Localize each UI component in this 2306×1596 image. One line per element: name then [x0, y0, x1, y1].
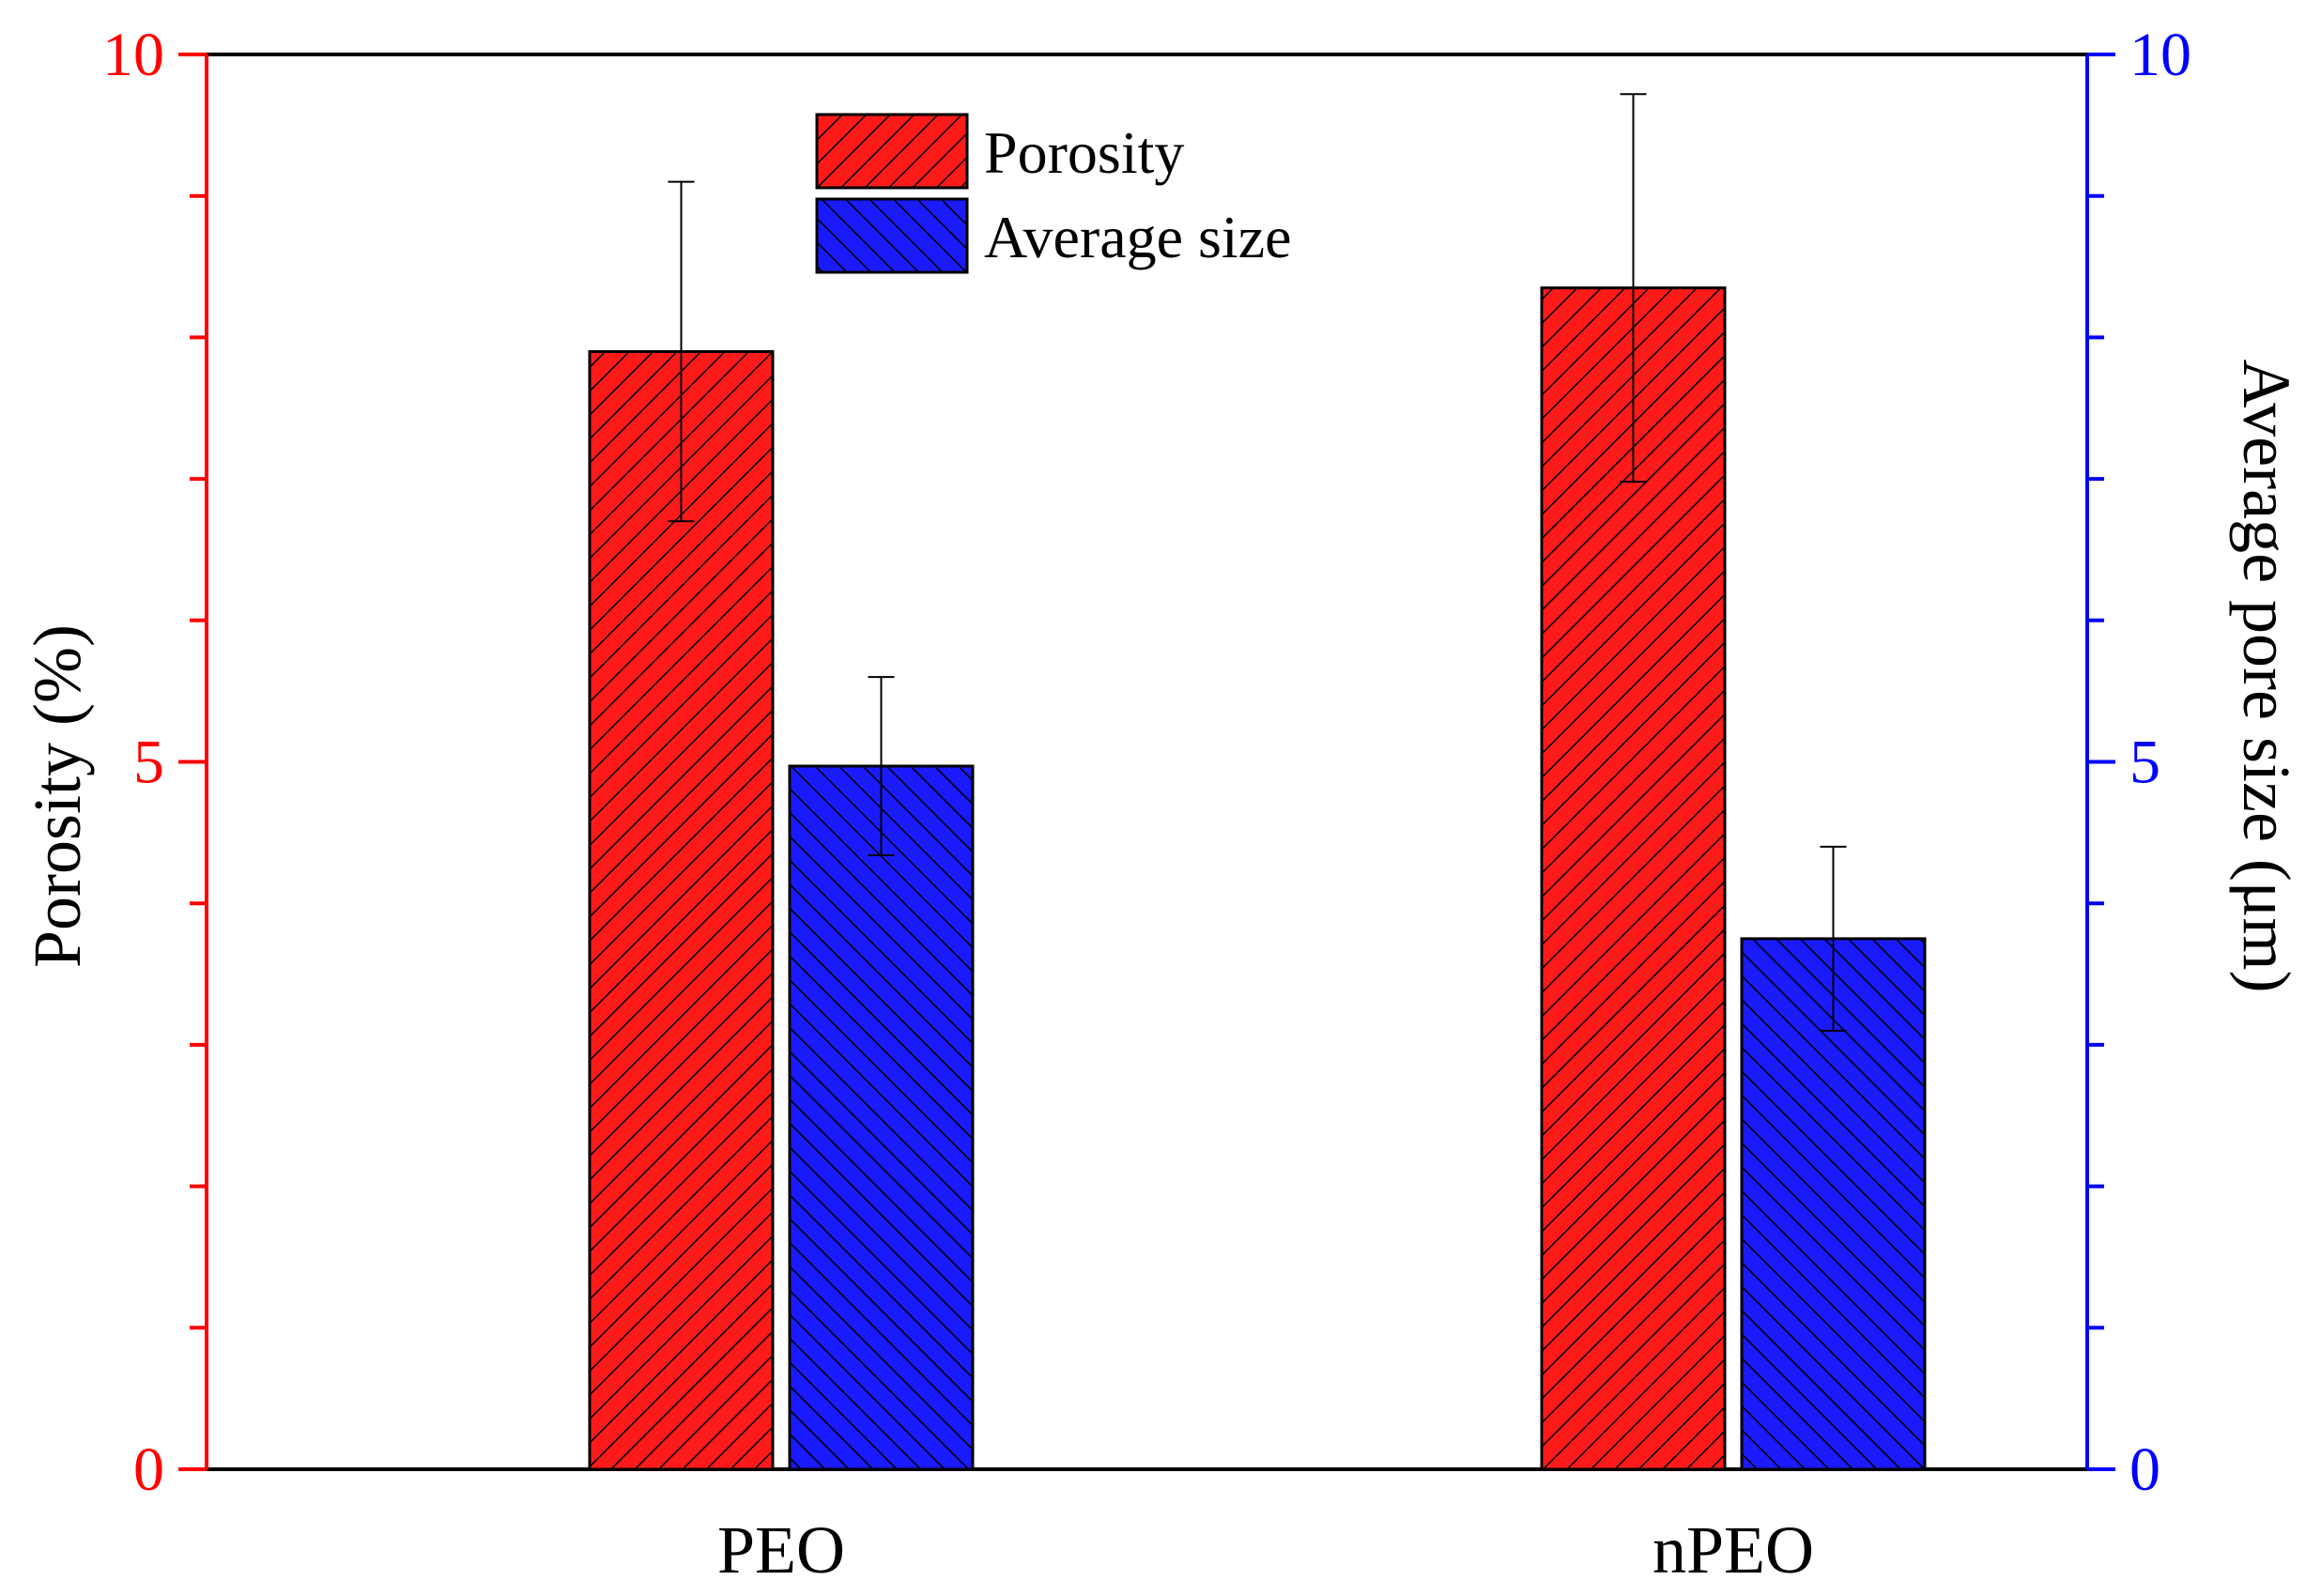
- legend-swatch-porosity: [815, 113, 969, 190]
- left-axis-title: Porosity (%): [20, 624, 95, 968]
- bar-porosity-npeo: [1540, 286, 1727, 1471]
- bar-porosity-peo: [588, 349, 775, 1471]
- x-category-label-npeo: nPEO: [1653, 1512, 1814, 1588]
- right-axis-tick-label: 10: [2129, 21, 2191, 89]
- legend-swatch-average-size: [815, 197, 969, 274]
- legend: Porosity Average size: [815, 113, 1292, 274]
- left-axis-tick-label: 10: [102, 21, 164, 89]
- left-axis-tick-label: 0: [133, 1435, 164, 1504]
- left-axis-tick-label: 5: [133, 729, 164, 797]
- legend-label-porosity: Porosity: [984, 119, 1184, 186]
- legend-label-average-size: Average size: [984, 204, 1292, 270]
- right-axis-tick-label: 0: [2129, 1435, 2160, 1504]
- bar-average-size-peo: [788, 764, 975, 1471]
- right-axis-title: Average pore size (μm): [2229, 360, 2304, 993]
- x-category-label-peo: PEO: [717, 1512, 845, 1588]
- right-axis-tick-label: 5: [2129, 729, 2160, 797]
